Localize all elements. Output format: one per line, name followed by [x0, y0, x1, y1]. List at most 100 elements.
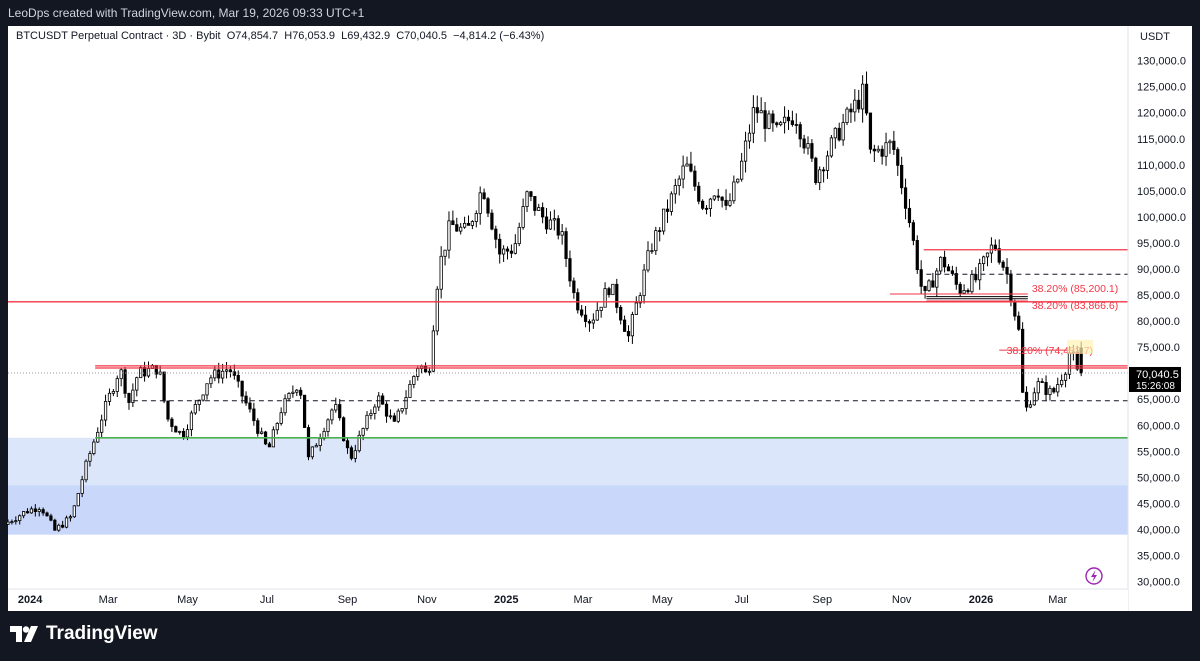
attribution-text: LeoDps created with TradingView.com, Mar…: [8, 6, 365, 20]
candle-body: [107, 392, 112, 402]
x-tick-label: Sep: [338, 594, 358, 606]
candle-body: [494, 228, 498, 240]
candle-body: [291, 391, 295, 394]
x-tick-label: Mar: [573, 594, 592, 606]
candle-body: [221, 370, 225, 379]
candle-body: [1028, 404, 1033, 408]
candle-body: [622, 319, 627, 332]
fib-label-2: 38.20% (83,866.6): [1032, 300, 1118, 312]
candle-body: [763, 110, 767, 129]
candle-body: [533, 196, 537, 211]
candle-body: [747, 132, 752, 142]
candle-body: [833, 127, 837, 139]
candle-body: [170, 418, 174, 427]
candle-body: [989, 244, 994, 254]
candle-body: [708, 198, 713, 209]
candle-body: [595, 310, 599, 321]
y-tick-label: 115,000.0: [1137, 134, 1185, 146]
support-zone-2: [8, 485, 1128, 535]
candle-body: [907, 207, 912, 224]
price-axis[interactable]: [1128, 26, 1192, 611]
candle-body: [880, 148, 884, 157]
candle-body: [6, 521, 10, 525]
candle-body: [693, 170, 697, 187]
candle-body: [829, 137, 834, 157]
x-tick-label: 2026: [969, 594, 993, 606]
y-tick-label: 65,000.0: [1137, 394, 1180, 406]
x-tick-label: Nov: [417, 594, 437, 606]
candle-body: [361, 428, 365, 436]
candle-body: [560, 231, 564, 236]
attribution-bar: LeoDps created with TradingView.com, Mar…: [0, 0, 1200, 26]
candle-body: [466, 222, 471, 226]
lightning-icon[interactable]: [1085, 567, 1103, 585]
candle-body: [685, 163, 689, 167]
candle-body: [61, 524, 65, 528]
y-tick-label: 130,000.0: [1137, 56, 1186, 68]
candle-body: [841, 122, 845, 141]
x-tick-label: Nov: [892, 594, 912, 606]
candle-body: [642, 269, 646, 297]
candle-body: [174, 426, 178, 433]
candle-body: [302, 394, 307, 428]
candle-body: [447, 220, 451, 251]
candle-body: [662, 208, 666, 232]
candle-body: [373, 406, 377, 414]
candle-body: [267, 443, 272, 448]
candle-body: [388, 415, 393, 418]
candle-body: [474, 213, 478, 222]
candle-body: [459, 226, 463, 232]
candle-body: [681, 165, 685, 180]
candle-body: [946, 266, 951, 272]
candle-body: [864, 83, 869, 114]
candle-body: [650, 250, 654, 253]
time-axis[interactable]: [8, 589, 1128, 611]
candle-body: [689, 163, 693, 172]
candle-body: [103, 401, 108, 421]
candle-body: [513, 243, 517, 254]
candle-body: [782, 116, 787, 124]
candle-body: [178, 430, 182, 433]
candle-body: [345, 440, 350, 449]
brand-name: TradingView: [46, 623, 158, 644]
candle-body: [1044, 382, 1048, 395]
candle-body: [591, 319, 595, 324]
candle-body: [287, 393, 291, 400]
candle-body: [482, 192, 486, 200]
candle-body: [1021, 328, 1025, 393]
candle-body: [224, 369, 229, 372]
candle-body: [786, 116, 791, 122]
x-tick-label: 2025: [494, 594, 518, 606]
candle-body: [205, 383, 209, 396]
candle-body: [950, 270, 954, 274]
candle-body: [505, 248, 510, 252]
candle-body: [1024, 391, 1029, 408]
legend-change: −4,814.2 (−6.43%): [453, 30, 545, 42]
candle-body: [919, 269, 923, 287]
candle-body: [416, 368, 420, 377]
candle-body: [501, 248, 506, 255]
y-tick-label: 35,000.0: [1137, 551, 1180, 563]
tradingview-logo: TradingView: [10, 623, 158, 645]
x-tick-label: Jul: [735, 594, 749, 606]
candle-body: [353, 450, 357, 459]
candle-body: [341, 417, 346, 442]
candle-body: [486, 198, 490, 214]
candle-body: [299, 389, 303, 396]
candle-body: [72, 505, 76, 518]
candle-body: [954, 273, 958, 285]
legend-low-label: L: [341, 30, 348, 42]
candle-body: [377, 395, 381, 408]
support-zone-1: [8, 437, 1128, 486]
candle-body: [349, 447, 354, 459]
y-tick-label: 30,000.0: [1137, 577, 1180, 589]
candle-body: [751, 107, 755, 134]
candle-body: [1032, 392, 1036, 406]
candle-body: [634, 302, 638, 315]
candle-body: [498, 238, 502, 255]
candle-body: [892, 140, 896, 150]
candle-body: [338, 404, 342, 419]
candle-body: [217, 369, 221, 379]
